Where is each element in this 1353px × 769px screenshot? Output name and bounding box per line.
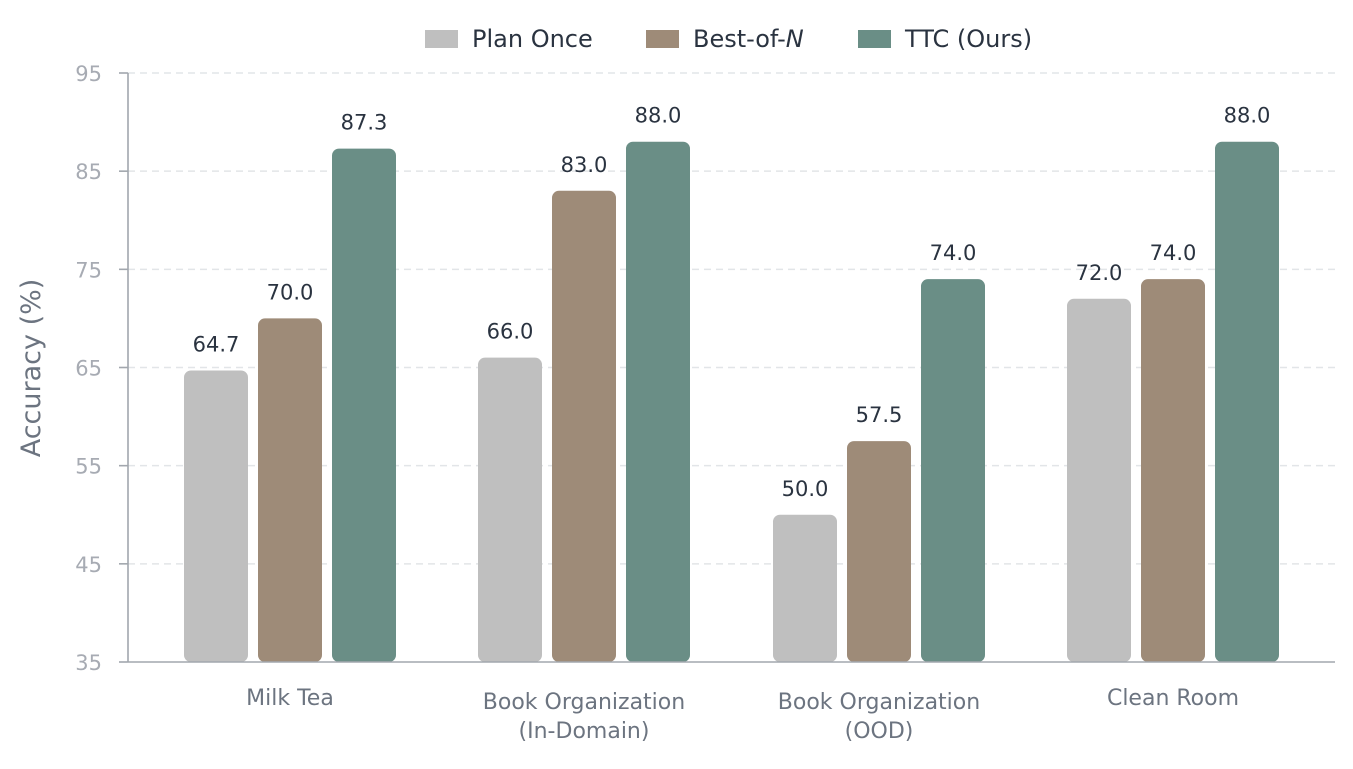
y-tick-label: 45	[75, 553, 102, 577]
x-category-label: Milk Tea	[246, 686, 334, 711]
y-tick-label: 65	[75, 357, 102, 381]
y-tick-label: 95	[75, 62, 102, 86]
legend-label-part: N	[786, 25, 804, 53]
bar-value-label: 88.0	[635, 104, 682, 128]
bar-value-label: 72.0	[1076, 261, 1123, 285]
bar	[1067, 298, 1131, 662]
bar-value-label: 66.0	[487, 320, 534, 344]
y-tick-label: 85	[75, 160, 102, 184]
bar-value-label: 64.7	[193, 332, 240, 356]
legend-label-part: Best-of-	[693, 25, 786, 53]
bar	[626, 141, 690, 662]
x-category-label-line: Book Organization	[483, 690, 685, 715]
legend-label: Best-of-N	[693, 25, 804, 53]
bar	[332, 148, 396, 663]
y-tick-label: 55	[75, 455, 102, 479]
bar	[847, 441, 911, 662]
legend-swatch	[646, 30, 679, 48]
bar	[258, 318, 322, 662]
bar	[184, 370, 248, 662]
x-category-label: Book Organization (In-Domain)	[483, 690, 685, 744]
x-category-label: Clean Room	[1107, 686, 1239, 711]
bar-value-label: 83.0	[561, 153, 608, 177]
y-tick-label: 75	[75, 258, 102, 282]
bar	[773, 514, 837, 662]
bar-layer	[184, 141, 1279, 663]
legend: Plan Once Best-of-N TTC (Ours)	[425, 25, 1032, 53]
x-category-label: Book Organization (OOD)	[778, 690, 980, 744]
legend-label: Plan Once	[472, 25, 593, 53]
legend-label-part: TTC (Ours)	[904, 25, 1032, 53]
bar-value-label: 70.0	[267, 280, 314, 304]
bar	[921, 279, 985, 662]
legend-label: TTC (Ours)	[904, 25, 1032, 53]
x-category-label-line: (OOD)	[845, 719, 914, 744]
x-category-label-line: Clean Room	[1107, 686, 1239, 711]
x-category-label-line: (In-Domain)	[519, 719, 650, 744]
bar	[478, 357, 542, 662]
x-category-label-line: Book Organization	[778, 690, 980, 715]
y-axis-title: Accuracy (%)	[16, 279, 47, 458]
bar-value-label: 50.0	[782, 477, 829, 501]
legend-swatch	[858, 30, 891, 48]
value-label-layer: 64.7 66.0 50.0 72.0 70.0 83.0 57.5 74.0 87.3 88.0…	[193, 104, 1271, 501]
legend-label-part: Plan Once	[472, 25, 593, 53]
bar	[552, 190, 616, 663]
x-category-label-line: Milk Tea	[246, 686, 334, 711]
y-tick-label: 35	[75, 651, 102, 675]
bar	[1215, 141, 1279, 662]
grid-layer	[128, 72, 1335, 565]
axis-layer: 35 45 55 65 75 85 95 Milk Tea Book Organization (…	[75, 62, 1335, 744]
legend-swatch	[425, 30, 458, 48]
bar	[1141, 279, 1205, 662]
bar-value-label: 87.3	[341, 111, 388, 135]
bar-value-label: 74.0	[930, 241, 977, 265]
bar-value-label: 74.0	[1150, 241, 1197, 265]
bar-value-label: 88.0	[1224, 104, 1271, 128]
bar-value-label: 57.5	[856, 403, 903, 427]
